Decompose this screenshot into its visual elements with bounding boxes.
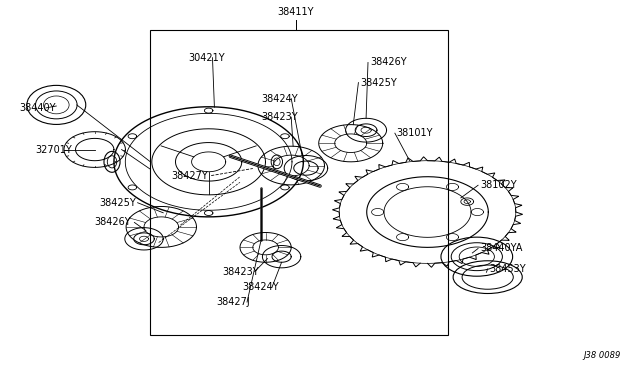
- Text: 38426Y: 38426Y: [95, 218, 131, 227]
- Text: 38423Y: 38423Y: [223, 267, 259, 276]
- Text: J38 0089: J38 0089: [584, 351, 621, 360]
- Text: 38424Y: 38424Y: [242, 282, 278, 292]
- Text: 30421Y: 30421Y: [189, 53, 225, 62]
- Text: 38101Y: 38101Y: [397, 128, 433, 138]
- Text: 38424Y: 38424Y: [261, 94, 298, 103]
- Text: 38440Y: 38440Y: [19, 103, 56, 113]
- Text: 38425Y: 38425Y: [360, 78, 397, 87]
- Text: 32701Y: 32701Y: [35, 145, 72, 154]
- Text: 38427J: 38427J: [216, 297, 250, 307]
- Text: 38102Y: 38102Y: [480, 180, 516, 190]
- Text: 38426Y: 38426Y: [370, 58, 406, 67]
- Text: 38453Y: 38453Y: [489, 264, 525, 274]
- Text: 38427Y: 38427Y: [172, 171, 208, 180]
- Bar: [150, 30, 448, 335]
- Text: 38411Y: 38411Y: [277, 7, 314, 17]
- Text: 38423Y: 38423Y: [261, 112, 298, 122]
- Text: 38440YA: 38440YA: [480, 244, 522, 253]
- Text: 38425Y: 38425Y: [99, 198, 136, 208]
